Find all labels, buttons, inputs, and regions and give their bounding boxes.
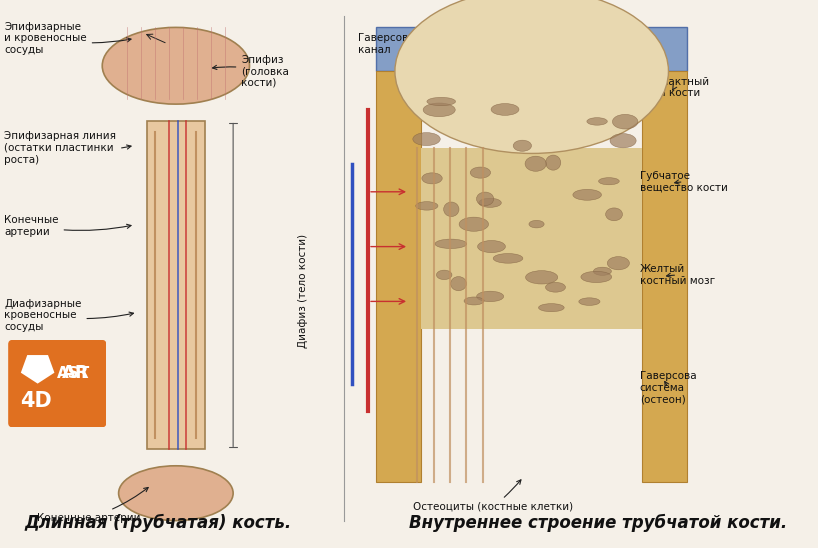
Ellipse shape bbox=[610, 134, 636, 148]
Ellipse shape bbox=[479, 198, 501, 207]
Ellipse shape bbox=[413, 133, 440, 146]
Ellipse shape bbox=[427, 98, 456, 106]
Text: AR: AR bbox=[62, 364, 90, 382]
Ellipse shape bbox=[613, 115, 638, 129]
Ellipse shape bbox=[525, 271, 558, 284]
Ellipse shape bbox=[581, 271, 612, 283]
Ellipse shape bbox=[476, 192, 494, 206]
Text: Эпифизарная линия
(остатки пластинки
роста): Эпифизарная линия (остатки пластинки рос… bbox=[4, 132, 131, 164]
Ellipse shape bbox=[546, 282, 565, 292]
Ellipse shape bbox=[607, 256, 629, 270]
Polygon shape bbox=[376, 27, 687, 71]
Ellipse shape bbox=[579, 298, 600, 305]
Ellipse shape bbox=[587, 118, 607, 125]
FancyBboxPatch shape bbox=[8, 340, 106, 427]
Text: Эпифизарные
и кровеносные
сосуды: Эпифизарные и кровеносные сосуды bbox=[4, 22, 131, 55]
Ellipse shape bbox=[593, 267, 611, 276]
Polygon shape bbox=[376, 71, 421, 482]
Ellipse shape bbox=[435, 239, 467, 249]
Text: Длинная (трубчатая) кость.: Длинная (трубчатая) кость. bbox=[25, 513, 292, 532]
Text: Внутреннее строение трубчатой кости.: Внутреннее строение трубчатой кости. bbox=[409, 513, 787, 532]
Ellipse shape bbox=[102, 27, 249, 104]
Ellipse shape bbox=[119, 466, 233, 521]
Text: Гаверсов
канал: Гаверсов канал bbox=[358, 33, 434, 83]
Ellipse shape bbox=[451, 277, 466, 291]
Ellipse shape bbox=[470, 167, 491, 178]
Ellipse shape bbox=[599, 178, 619, 185]
Ellipse shape bbox=[573, 190, 601, 200]
Text: Желтый
костный мозг: Желтый костный мозг bbox=[640, 264, 715, 286]
Ellipse shape bbox=[437, 270, 452, 279]
Ellipse shape bbox=[422, 173, 443, 184]
Text: 4D: 4D bbox=[20, 391, 52, 411]
Ellipse shape bbox=[525, 156, 546, 172]
Ellipse shape bbox=[477, 291, 504, 301]
Ellipse shape bbox=[513, 140, 532, 151]
Polygon shape bbox=[642, 71, 687, 482]
Text: Губчатое
вещество кости: Губчатое вещество кости bbox=[640, 171, 727, 193]
Text: Надкостница (периост): Надкостница (периост) bbox=[507, 22, 636, 37]
Text: Диафизарные
кровеносные
сосуды: Диафизарные кровеносные сосуды bbox=[4, 299, 133, 332]
Ellipse shape bbox=[395, 0, 668, 153]
Ellipse shape bbox=[546, 155, 561, 170]
Ellipse shape bbox=[478, 241, 506, 253]
Ellipse shape bbox=[605, 208, 622, 221]
Text: Диафиз (тело кости): Диафиз (тело кости) bbox=[298, 233, 308, 347]
Text: AST: AST bbox=[57, 366, 91, 380]
Text: Конечные
артерии: Конечные артерии bbox=[4, 215, 131, 237]
Text: Эпифиз
(головка
кости): Эпифиз (головка кости) bbox=[213, 55, 290, 88]
Ellipse shape bbox=[443, 202, 459, 216]
Text: Остеоциты (костные клетки): Остеоциты (костные клетки) bbox=[413, 480, 573, 512]
Ellipse shape bbox=[529, 220, 544, 228]
Polygon shape bbox=[147, 121, 204, 449]
Ellipse shape bbox=[416, 202, 438, 210]
Ellipse shape bbox=[423, 103, 456, 117]
Text: Компактный
слой кости: Компактный слой кости bbox=[640, 77, 709, 99]
Polygon shape bbox=[421, 148, 642, 329]
Text: Конечные артерии: Конечные артерии bbox=[37, 488, 148, 523]
Ellipse shape bbox=[459, 217, 488, 231]
Ellipse shape bbox=[538, 304, 564, 312]
Text: Гаверсова
система
(остеон): Гаверсова система (остеон) bbox=[640, 372, 696, 404]
Ellipse shape bbox=[493, 254, 523, 263]
Ellipse shape bbox=[491, 104, 519, 116]
Ellipse shape bbox=[464, 297, 484, 305]
